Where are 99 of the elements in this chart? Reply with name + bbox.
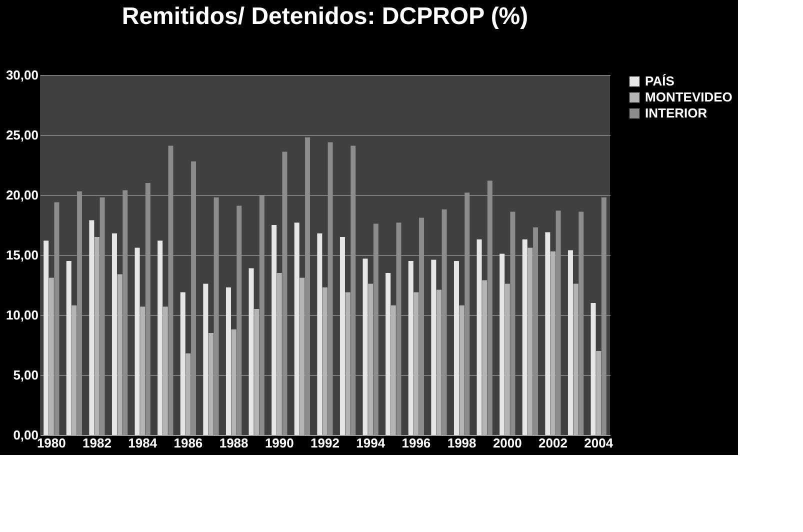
bar bbox=[208, 333, 214, 435]
bar bbox=[386, 273, 391, 435]
bar bbox=[419, 218, 424, 435]
bar bbox=[482, 280, 488, 435]
bar bbox=[510, 212, 516, 435]
bar bbox=[350, 146, 356, 435]
x-tick-label: 1998 bbox=[447, 436, 476, 450]
bar bbox=[322, 287, 328, 435]
bar bbox=[368, 284, 374, 435]
chart-title: Remitidos/ Detenidos: DCPROP (%) bbox=[122, 3, 528, 30]
x-tick-label: 1992 bbox=[310, 436, 340, 450]
bar bbox=[77, 191, 82, 435]
y-tick-label: 20,00 bbox=[6, 188, 38, 202]
bar bbox=[140, 306, 146, 435]
x-tick-label: 1984 bbox=[128, 436, 158, 450]
bar bbox=[522, 239, 528, 435]
bar bbox=[476, 239, 482, 435]
bar bbox=[282, 152, 288, 435]
bar bbox=[487, 180, 492, 435]
bar bbox=[545, 232, 550, 435]
y-tick-label: 25,00 bbox=[6, 128, 38, 142]
y-tick-label: 30,00 bbox=[6, 68, 38, 82]
bar bbox=[94, 237, 100, 435]
bar bbox=[601, 197, 606, 435]
bar bbox=[340, 237, 345, 435]
x-tick-label: 1990 bbox=[264, 436, 294, 450]
y-tick-label: 0,00 bbox=[13, 428, 38, 442]
bar bbox=[236, 206, 242, 435]
x-tick-label: 1980 bbox=[36, 436, 66, 450]
bar bbox=[573, 284, 578, 435]
x-tick-label: 2000 bbox=[492, 436, 522, 450]
bar bbox=[533, 227, 538, 435]
bar bbox=[72, 305, 77, 435]
bar bbox=[231, 329, 236, 435]
bar bbox=[158, 240, 163, 435]
bar bbox=[191, 161, 196, 435]
bar bbox=[556, 210, 561, 435]
bar bbox=[276, 273, 282, 435]
bar bbox=[345, 292, 350, 435]
legend-label: MONTEVIDEO bbox=[645, 90, 732, 104]
x-tick-label: 1988 bbox=[219, 436, 248, 450]
bar bbox=[528, 248, 533, 435]
bar bbox=[408, 261, 414, 435]
bar bbox=[168, 146, 174, 435]
bar bbox=[431, 260, 436, 435]
bar bbox=[48, 278, 54, 435]
bar bbox=[186, 353, 191, 435]
bar bbox=[590, 303, 596, 435]
legend-label: PAÍS bbox=[645, 74, 675, 88]
bar bbox=[214, 197, 219, 435]
bar bbox=[145, 183, 150, 435]
bar bbox=[89, 220, 94, 435]
bar bbox=[100, 197, 105, 435]
bar bbox=[596, 351, 602, 435]
x-tick-label: 2002 bbox=[538, 436, 568, 450]
bar bbox=[442, 209, 447, 435]
bar bbox=[66, 261, 72, 435]
bar bbox=[226, 287, 231, 435]
bar bbox=[578, 212, 584, 435]
bar bbox=[272, 225, 277, 435]
bar bbox=[504, 284, 510, 435]
bar bbox=[54, 202, 60, 435]
bar bbox=[390, 305, 396, 435]
bar bbox=[162, 306, 168, 435]
x-tick-label: 1994 bbox=[356, 436, 386, 450]
bar bbox=[500, 254, 505, 435]
bar bbox=[305, 137, 310, 435]
bar bbox=[362, 258, 368, 435]
bar bbox=[464, 192, 470, 435]
y-tick-label: 10,00 bbox=[6, 308, 38, 322]
bar bbox=[454, 261, 459, 435]
bar bbox=[134, 248, 140, 435]
bar bbox=[328, 142, 333, 435]
x-tick-label: 1996 bbox=[402, 436, 431, 450]
bar bbox=[259, 195, 264, 435]
bar bbox=[459, 305, 464, 435]
y-tick-label: 5,00 bbox=[13, 368, 38, 382]
bar bbox=[300, 278, 305, 435]
bar bbox=[254, 309, 260, 435]
bar bbox=[436, 290, 442, 435]
bar bbox=[317, 233, 322, 435]
bar bbox=[180, 292, 186, 435]
bar bbox=[203, 284, 208, 435]
bar bbox=[112, 233, 117, 435]
bar bbox=[373, 224, 378, 435]
bar bbox=[550, 251, 556, 435]
bar bbox=[294, 222, 300, 435]
x-tick-label: 1986 bbox=[174, 436, 203, 450]
bar bbox=[122, 190, 128, 435]
legend-label: INTERIOR bbox=[645, 106, 708, 120]
bar bbox=[117, 274, 122, 435]
x-tick-label: 2004 bbox=[584, 436, 614, 450]
bar bbox=[568, 250, 573, 435]
bar bbox=[414, 292, 419, 435]
bar bbox=[44, 240, 49, 435]
bar bbox=[396, 222, 402, 435]
bar bbox=[248, 268, 254, 435]
y-tick-label: 15,00 bbox=[6, 248, 38, 262]
x-tick-label: 1982 bbox=[82, 436, 112, 450]
